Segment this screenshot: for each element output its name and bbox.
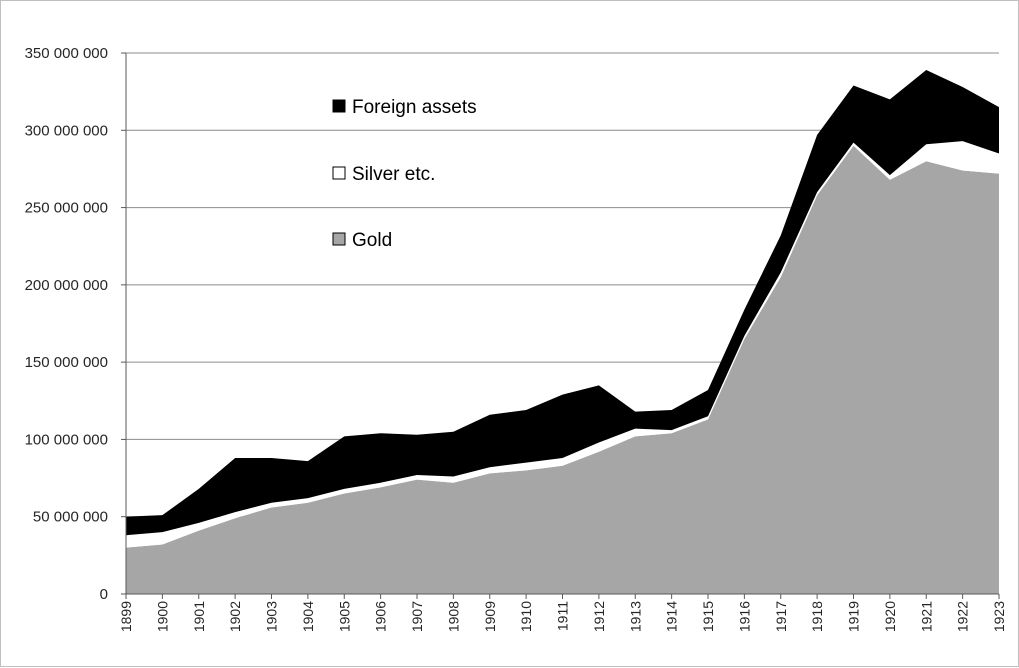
legend-swatch-gold [332, 232, 346, 246]
series-area-foreign-assets [126, 70, 999, 536]
x-tick-label: 1909 [482, 601, 498, 632]
y-tick-label: 150 000 000 [25, 354, 108, 371]
y-tick-label: 350 000 000 [25, 45, 108, 62]
legend-label-silver-etc: Silver etc. [352, 164, 435, 185]
x-tick-label: 1918 [809, 601, 825, 632]
gridlines [126, 52, 999, 518]
x-tick-label: 1899 [118, 601, 134, 632]
axes [121, 52, 1000, 599]
x-tick-label: 1913 [627, 601, 643, 632]
x-tick-label: 1901 [191, 601, 207, 632]
x-tick-label: 1917 [773, 601, 789, 632]
y-tick-label: 200 000 000 [25, 277, 108, 294]
x-tick-label: 1914 [664, 601, 680, 632]
x-tick-label: 1904 [300, 601, 316, 632]
x-tick-label: 1903 [264, 601, 280, 632]
x-tick-label: 1900 [154, 601, 170, 632]
y-tick-label: 50 000 000 [33, 509, 108, 526]
series-area-gold [126, 145, 999, 595]
x-tick-label: 1911 [555, 601, 571, 631]
y-tick-label: 100 000 000 [25, 431, 108, 448]
x-tick-label: 1912 [591, 601, 607, 632]
legend-label-gold: Gold [352, 230, 392, 251]
x-tick-label: 1923 [991, 601, 1007, 632]
x-tick-label: 1916 [736, 601, 752, 632]
x-tick-label: 1905 [336, 601, 352, 632]
y-tick-label: 300 000 000 [25, 122, 108, 139]
legend-swatch-silver-etc [332, 166, 346, 180]
x-tick-label: 1910 [518, 601, 534, 632]
x-tick-label: 1902 [227, 601, 243, 632]
x-axis-tick-labels: 1899 1900 1901 1902 1903 1904 1905 1906 1907 1908… [118, 601, 1007, 632]
x-tick-label: 1907 [409, 601, 425, 632]
x-tick-label: 1920 [882, 601, 898, 632]
x-tick-label: 1919 [846, 601, 862, 632]
series-areas [126, 70, 999, 595]
legend-swatch-foreign-assets [332, 99, 346, 113]
legend: Foreign assets Silver etc. Gold [332, 97, 477, 251]
x-tick-label: 1921 [918, 601, 934, 632]
x-tick-label: 1922 [955, 601, 971, 632]
x-tick-label: 1906 [373, 601, 389, 632]
y-tick-label: 250 000 000 [25, 200, 108, 217]
x-tick-label: 1908 [445, 601, 461, 632]
y-axis-tick-labels: 0 50 000 000 100 000 000 150 000 000 200 000… [25, 45, 108, 603]
x-tick-label: 1915 [700, 601, 716, 632]
legend-label-foreign-assets: Foreign assets [352, 97, 477, 118]
y-tick-label: 0 [100, 586, 108, 603]
